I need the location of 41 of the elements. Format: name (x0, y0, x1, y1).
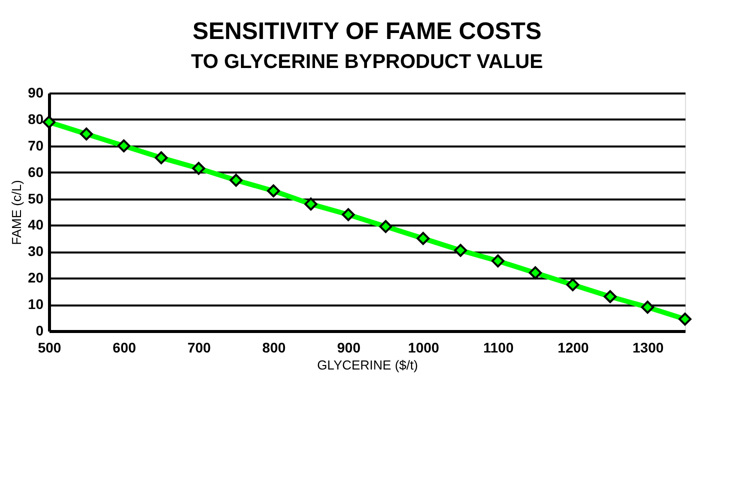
chart-title: SENSITIVITY OF FAME COSTS (192, 18, 542, 45)
point (42, 116, 56, 129)
x-axis-title: GLYCERINE ($/t) (317, 358, 418, 372)
x-tick-label: 1000 (408, 340, 440, 356)
point (678, 312, 692, 326)
y-tick-label: 70 (28, 137, 44, 154)
y-tick-label: 0 (36, 322, 44, 338)
point (342, 208, 355, 222)
point (641, 300, 654, 314)
point (304, 198, 318, 211)
point (604, 290, 617, 304)
x-tick-label: 900 (337, 340, 361, 356)
x-tick-label: 1100 (483, 340, 514, 356)
point (266, 184, 280, 198)
point (117, 139, 130, 152)
point (230, 174, 243, 187)
y-tick-label: 40 (28, 216, 44, 233)
y-tick-label: 10 (28, 296, 44, 312)
point (416, 232, 430, 245)
point (566, 278, 580, 292)
point (454, 244, 468, 257)
point (192, 162, 206, 175)
point (528, 266, 542, 280)
x-tick-label: 1200 (558, 340, 590, 356)
x-tick-label: 500 (38, 340, 62, 356)
x-tick-label: 800 (262, 340, 286, 356)
point (154, 151, 168, 164)
point (379, 220, 392, 234)
point (80, 128, 93, 140)
x-tick-label: 1300 (632, 340, 664, 356)
x-tick-label: 600 (112, 340, 136, 356)
point (491, 254, 504, 268)
x-tick-label: 700 (187, 340, 212, 356)
y-tick-label: 90 (28, 84, 44, 100)
y-tick-label: 20 (28, 270, 44, 286)
y-tick-label: 50 (28, 190, 44, 206)
chart-subtitle: TO GLYCERINE BYPRODUCT VALUE (191, 51, 543, 73)
y-tick-label: 60 (28, 164, 44, 180)
y-tick-label: 30 (28, 243, 44, 260)
y-tick-label: 80 (28, 110, 44, 127)
y-axis-title: FAME (c/L) (8, 180, 24, 246)
